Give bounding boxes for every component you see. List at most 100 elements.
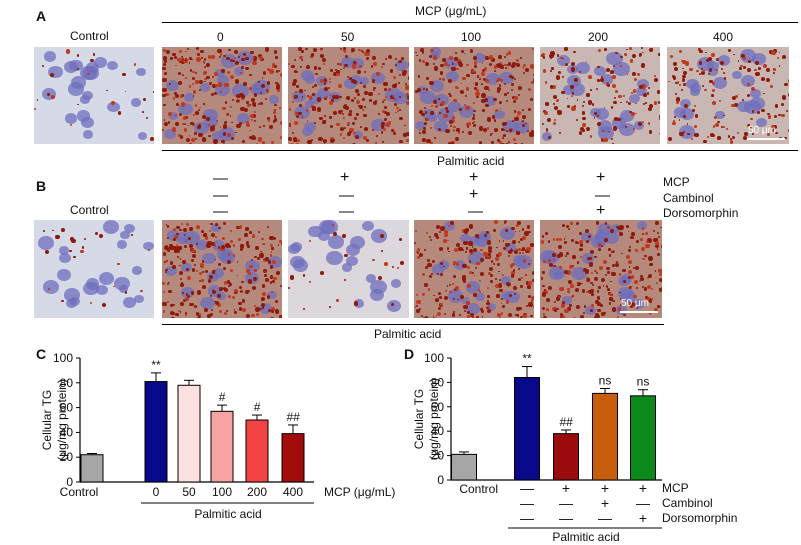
lipid-droplet <box>610 70 614 75</box>
lipid-droplet <box>451 66 456 71</box>
lipid-droplet <box>219 286 224 291</box>
cell-nucleus <box>562 84 575 95</box>
lipid-droplet <box>479 271 484 277</box>
lipid-droplet <box>254 255 257 258</box>
lipid-droplet <box>234 291 237 295</box>
lipid-droplet <box>361 51 365 54</box>
lipid-droplet <box>177 80 182 85</box>
cell-nucleus <box>107 101 120 113</box>
lipid-droplet <box>162 93 166 97</box>
lipid-droplet <box>459 294 464 299</box>
lipid-droplet <box>202 61 205 63</box>
lipid-droplet <box>579 255 582 258</box>
lipid-droplet <box>454 56 459 61</box>
lipid-droplet <box>223 54 226 58</box>
lipid-droplet <box>473 274 476 277</box>
lipid-droplet <box>363 91 368 96</box>
lipid-droplet <box>227 133 232 137</box>
lipid-droplet <box>172 265 177 269</box>
lipid-droplet <box>524 273 528 277</box>
cell-nucleus <box>487 303 497 311</box>
panel-b-sign-1-dorsomorphin: — <box>213 203 228 220</box>
lipid-droplet <box>406 139 409 143</box>
lipid-droplet <box>570 284 574 288</box>
lipid-droplet <box>525 122 527 125</box>
lipid-droplet <box>251 98 256 103</box>
condition-sign: + <box>639 480 647 496</box>
lipid-droplet <box>402 70 405 73</box>
lipid-droplet <box>659 226 662 229</box>
lipid-droplet <box>439 71 444 76</box>
lipid-droplet <box>439 297 442 300</box>
lipid-droplet <box>179 264 182 267</box>
micrograph-b-pa-mcp-dorsomorphin: 50 μm <box>540 220 662 318</box>
micrograph-b-pa <box>162 220 282 318</box>
lipid-droplet <box>227 259 232 264</box>
lipid-droplet <box>271 247 274 250</box>
lipid-droplet <box>487 249 492 254</box>
lipid-droplet <box>479 78 481 80</box>
lipid-droplet <box>476 261 480 266</box>
lipid-droplet <box>605 81 610 86</box>
lipid-droplet <box>564 47 568 51</box>
lipid-droplet <box>567 289 571 293</box>
lipid-droplet <box>230 269 234 273</box>
lipid-droplet <box>495 246 498 249</box>
lipid-droplet <box>658 272 662 276</box>
lipid-droplet <box>239 92 244 98</box>
lipid-droplet <box>196 290 202 295</box>
cell-nucleus <box>416 85 429 96</box>
lipid-droplet <box>546 308 549 312</box>
lipid-droplet <box>346 75 349 78</box>
lipid-droplet <box>542 271 545 274</box>
lipid-droplet <box>516 221 520 225</box>
lipid-droplet <box>521 248 524 252</box>
lipid-droplet <box>481 99 486 103</box>
lipid-droplet <box>450 124 453 127</box>
lipid-droplet <box>341 112 345 116</box>
lipid-droplet <box>641 285 644 289</box>
lipid-droplet <box>596 314 600 318</box>
lipid-droplet <box>708 56 713 61</box>
lipid-droplet <box>546 118 551 123</box>
lipid-droplet <box>213 244 217 247</box>
lipid-droplet <box>595 221 600 225</box>
lipid-droplet <box>590 89 592 91</box>
lipid-droplet <box>706 58 710 62</box>
lipid-droplet <box>363 113 367 118</box>
lipid-droplet <box>162 48 167 53</box>
lipid-droplet <box>481 307 483 309</box>
cell-nucleus <box>43 51 57 62</box>
cell-nucleus <box>674 107 687 118</box>
lipid-droplet <box>761 108 765 112</box>
lipid-droplet <box>162 281 166 286</box>
lipid-droplet <box>294 111 299 116</box>
lipid-droplet <box>604 237 608 242</box>
lipid-droplet <box>454 86 458 90</box>
lipid-droplet <box>371 78 376 83</box>
lipid-droplet <box>210 312 214 316</box>
lipid-droplet <box>230 75 235 80</box>
lipid-droplet <box>571 295 574 298</box>
lipid-droplet <box>461 274 467 280</box>
cell-nucleus <box>212 268 224 278</box>
lipid-droplet <box>624 53 627 56</box>
lipid-droplet <box>182 299 186 303</box>
lipid-droplet <box>279 240 282 243</box>
lipid-droplet <box>432 100 437 105</box>
lipid-droplet <box>619 303 622 306</box>
lipid-droplet <box>612 84 617 89</box>
lipid-droplet <box>452 262 456 266</box>
lipid-droplet <box>336 63 339 65</box>
cell-nucleus <box>752 53 766 65</box>
lipid-droplet <box>349 127 354 132</box>
lipid-droplet <box>430 111 434 115</box>
cell-nucleus <box>42 280 59 294</box>
lipid-droplet <box>233 311 237 315</box>
lipid-droplet <box>224 82 229 88</box>
lipid-droplet <box>473 124 477 128</box>
lipid-droplet <box>432 62 435 66</box>
lipid-droplet <box>525 249 530 254</box>
lipid-droplet <box>414 51 417 54</box>
lipid-droplet <box>531 295 534 301</box>
